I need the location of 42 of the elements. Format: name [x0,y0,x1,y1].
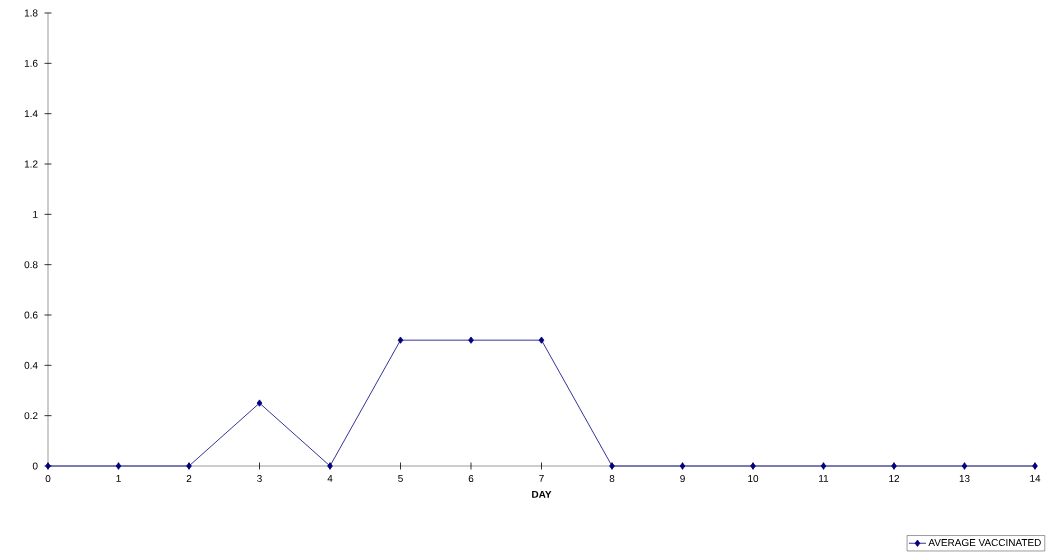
y-tick-label: 0.4 [24,361,38,369]
point [609,462,615,470]
x-tick-label: 10 [748,475,759,483]
x-tick-label: 5 [398,475,403,482]
point [679,462,686,470]
x-tick-label: 12 [889,475,900,482]
x-tick-label: 11 [819,475,829,482]
point [1032,462,1038,470]
x-tick-label: 8 [609,475,615,483]
x-tick-label: 1 [116,475,121,482]
point [327,462,333,470]
x-tick-label: 13 [959,475,970,483]
x-tick-label: 9 [680,475,685,483]
x-tick-label: 2 [186,475,192,482]
point [186,462,192,470]
x-tick-label: 7 [539,475,544,482]
point [256,399,263,407]
legend-label: AVERAGE VACCINATED [928,539,1041,547]
x-tick-label: 3 [257,475,262,483]
point [961,462,968,470]
x-tick-label: 14 [1030,475,1041,482]
point [45,462,51,470]
x-tick-label: 0 [45,475,51,483]
point [820,462,827,470]
y-tick-label: 1.2 [24,160,38,168]
point [538,336,545,344]
y-tick-label: 1.6 [24,59,38,67]
y-tick-label: 0.2 [24,412,38,420]
point [397,336,404,344]
x-axis-title: DAY [532,490,552,498]
point [750,462,756,470]
point [891,462,897,470]
y-tick-label: 1 [33,210,38,218]
point [115,462,122,470]
y-tick-label: 0.8 [24,261,38,269]
y-tick-label: 0 [32,462,38,470]
y-tick-label: 1.4 [24,110,38,118]
y-tick-label: 1.8 [24,9,38,17]
x-tick-label: 6 [468,475,474,483]
x-tick-label: 4 [327,475,333,482]
point [468,336,474,344]
y-tick-label: 0.6 [24,311,38,319]
